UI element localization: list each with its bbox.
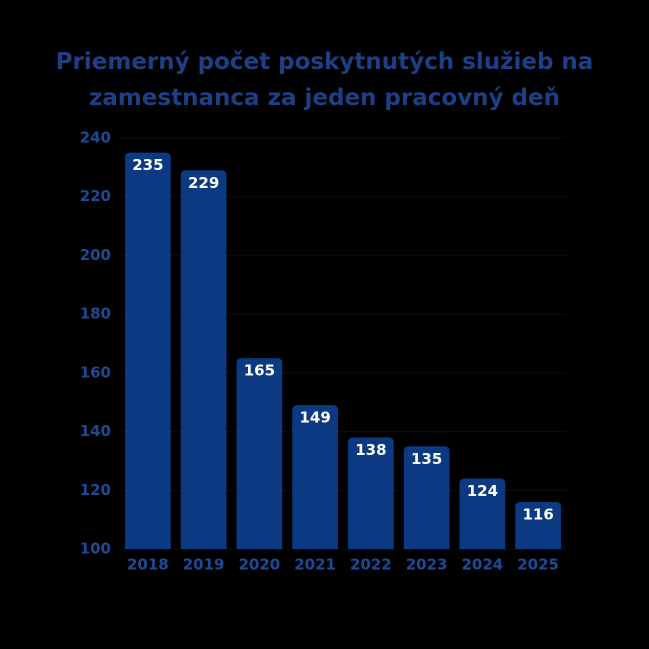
- value-label: 149: [299, 409, 330, 427]
- bar: [292, 405, 338, 549]
- x-tick-label: 2019: [183, 556, 225, 574]
- y-tick-label: 160: [80, 363, 111, 381]
- x-tick-label: 2022: [350, 556, 392, 574]
- value-label: 229: [188, 174, 219, 192]
- x-tick-label: 2024: [462, 556, 504, 574]
- bar: [236, 358, 283, 549]
- y-tick-label: 200: [80, 246, 111, 264]
- value-label: 116: [522, 506, 553, 524]
- bar: [180, 170, 227, 550]
- value-label: 138: [355, 441, 386, 459]
- x-tick-label: 2025: [517, 556, 559, 574]
- chart-title: Priemerný počet poskytnutých služieb na …: [55, 49, 594, 111]
- y-tick-label: 180: [80, 305, 111, 323]
- y-tick-label: 140: [80, 422, 111, 440]
- bar: [403, 446, 450, 549]
- value-label: 135: [411, 450, 442, 468]
- value-label: 235: [132, 156, 163, 174]
- bar: [459, 478, 506, 549]
- y-tick-label: 100: [80, 540, 111, 558]
- y-tick-label: 240: [80, 129, 111, 147]
- bar: [125, 152, 171, 549]
- x-tick-label: 2020: [239, 556, 281, 574]
- y-tick-label: 120: [80, 481, 111, 499]
- value-label: 165: [244, 362, 275, 380]
- bar: [515, 502, 561, 549]
- x-tick-label: 2018: [127, 556, 169, 574]
- y-tick-label: 220: [80, 187, 111, 205]
- x-tick-label: 2021: [294, 556, 336, 574]
- value-label: 124: [467, 482, 498, 500]
- bar: [348, 437, 394, 549]
- x-tick-label: 2023: [406, 556, 448, 574]
